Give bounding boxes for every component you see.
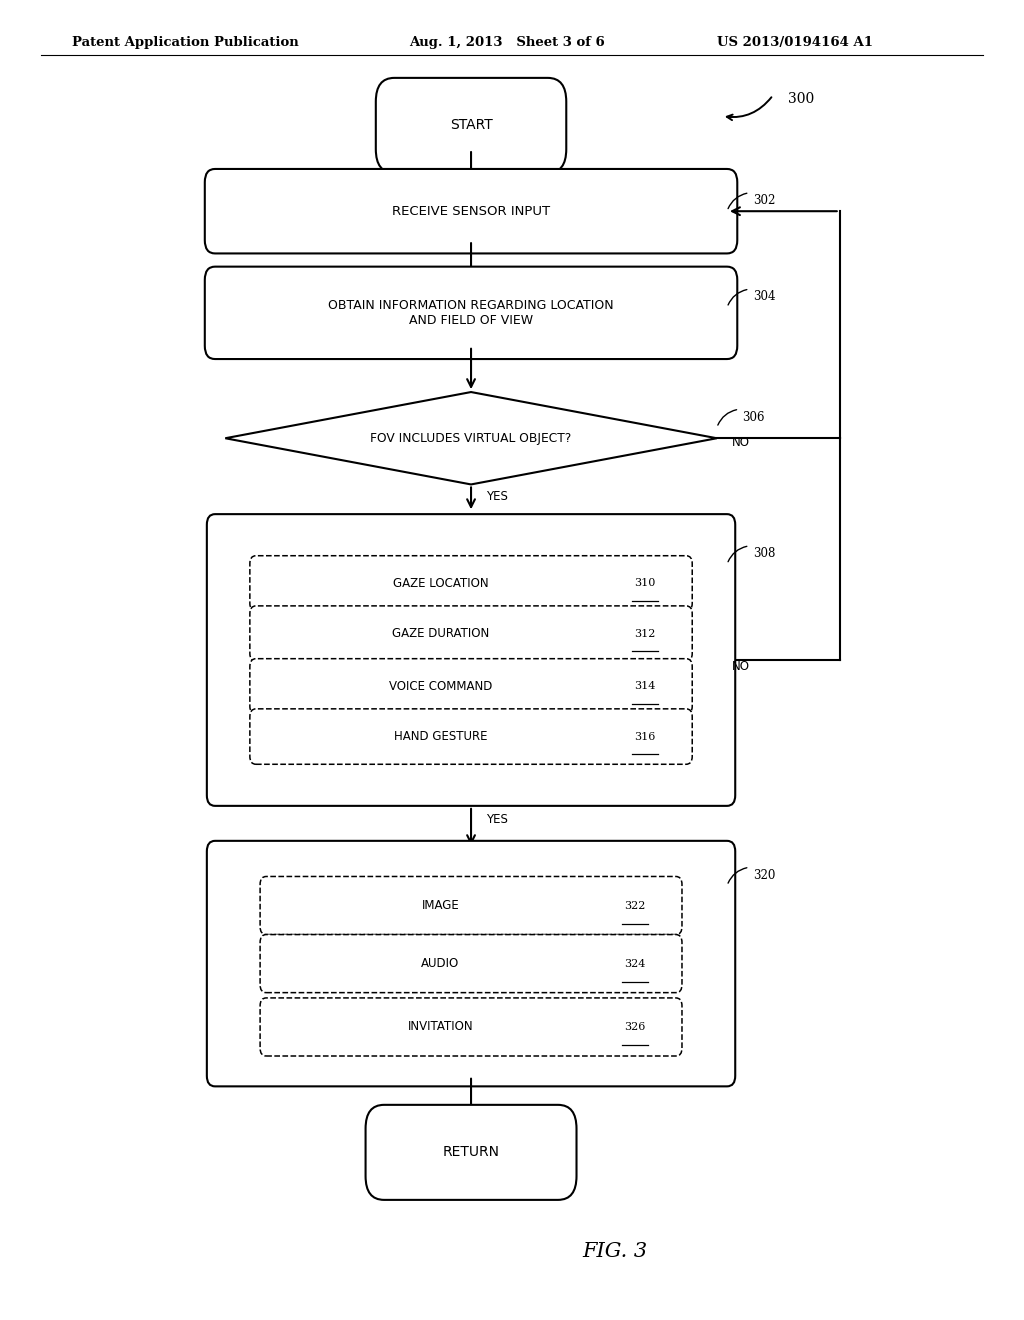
Text: 302: 302 bbox=[753, 194, 775, 207]
Text: 300: 300 bbox=[788, 92, 815, 106]
FancyBboxPatch shape bbox=[260, 998, 682, 1056]
FancyBboxPatch shape bbox=[205, 267, 737, 359]
Text: INTENT OF USER TO INTERACT WITH VIRTUAL: INTENT OF USER TO INTERACT WITH VIRTUAL bbox=[332, 556, 610, 568]
Text: FIG. 3: FIG. 3 bbox=[582, 1242, 647, 1261]
Text: 312: 312 bbox=[635, 628, 655, 639]
Text: 314: 314 bbox=[635, 681, 655, 692]
FancyBboxPatch shape bbox=[207, 841, 735, 1086]
Polygon shape bbox=[225, 392, 717, 484]
Text: NO: NO bbox=[732, 660, 751, 673]
Text: HAND GESTURE: HAND GESTURE bbox=[393, 730, 487, 743]
FancyBboxPatch shape bbox=[260, 935, 682, 993]
Text: OBTAIN INFORMATION REGARDING LOCATION
AND FIELD OF VIEW: OBTAIN INFORMATION REGARDING LOCATION AN… bbox=[329, 298, 613, 327]
FancyBboxPatch shape bbox=[207, 513, 735, 805]
Text: 320: 320 bbox=[753, 869, 775, 882]
Text: RETURN: RETURN bbox=[442, 1146, 500, 1159]
Text: OBJECT DETERMINED?: OBJECT DETERMINED? bbox=[402, 579, 540, 591]
FancyBboxPatch shape bbox=[376, 78, 566, 173]
Text: US 2013/0194164 A1: US 2013/0194164 A1 bbox=[717, 36, 872, 49]
Text: 316: 316 bbox=[635, 731, 655, 742]
Text: 304: 304 bbox=[753, 290, 775, 304]
Text: 322: 322 bbox=[625, 900, 645, 911]
FancyBboxPatch shape bbox=[260, 876, 682, 935]
Text: Patent Application Publication: Patent Application Publication bbox=[72, 36, 298, 49]
Text: VOICE COMMAND: VOICE COMMAND bbox=[389, 680, 492, 693]
FancyBboxPatch shape bbox=[205, 169, 737, 253]
FancyBboxPatch shape bbox=[250, 556, 692, 611]
Text: 324: 324 bbox=[625, 958, 645, 969]
Text: 306: 306 bbox=[742, 411, 765, 424]
FancyBboxPatch shape bbox=[366, 1105, 577, 1200]
Text: IMAGE: IMAGE bbox=[422, 899, 459, 912]
Text: AUDIO: AUDIO bbox=[421, 957, 460, 970]
Text: 326: 326 bbox=[625, 1022, 645, 1032]
Text: FOV INCLUDES VIRTUAL OBJECT?: FOV INCLUDES VIRTUAL OBJECT? bbox=[371, 432, 571, 445]
Text: INVITATION: INVITATION bbox=[408, 1020, 473, 1034]
Text: START: START bbox=[450, 119, 493, 132]
Text: YES: YES bbox=[486, 490, 508, 503]
FancyBboxPatch shape bbox=[250, 709, 692, 764]
Text: 308: 308 bbox=[753, 548, 775, 560]
Text: LAUNCH VIRTUAL OBJECT: LAUNCH VIRTUAL OBJECT bbox=[391, 879, 551, 892]
Text: 310: 310 bbox=[635, 578, 655, 589]
FancyBboxPatch shape bbox=[250, 606, 692, 661]
Text: GAZE DURATION: GAZE DURATION bbox=[392, 627, 488, 640]
Text: RECEIVE SENSOR INPUT: RECEIVE SENSOR INPUT bbox=[392, 205, 550, 218]
Text: NO: NO bbox=[732, 436, 751, 449]
Text: YES: YES bbox=[486, 813, 508, 825]
FancyBboxPatch shape bbox=[250, 659, 692, 714]
Text: GAZE LOCATION: GAZE LOCATION bbox=[392, 577, 488, 590]
Text: Aug. 1, 2013   Sheet 3 of 6: Aug. 1, 2013 Sheet 3 of 6 bbox=[410, 36, 605, 49]
